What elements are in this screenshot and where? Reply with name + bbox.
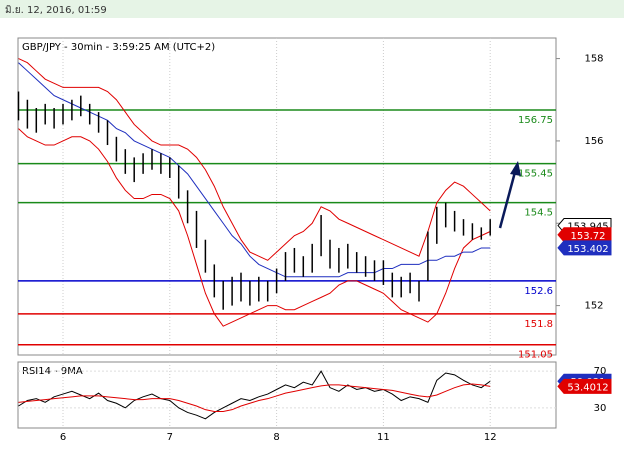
y-tick-label: 156	[584, 136, 603, 147]
header-bar	[0, 0, 624, 18]
moving-average	[18, 62, 491, 278]
value-tag	[557, 378, 612, 394]
lower-band	[18, 128, 491, 327]
price-panel	[17, 37, 557, 356]
rsi-title: RSI14 - 9MA	[22, 366, 83, 377]
arrow-head	[510, 161, 521, 176]
x-tick-label: 8	[273, 432, 279, 443]
rsi-line	[18, 370, 491, 420]
value-tag-label: 53.4012	[567, 382, 608, 393]
level-label: 156.75	[518, 115, 553, 126]
upper-band	[18, 58, 491, 261]
value-tag-label: 153.945	[567, 222, 608, 233]
rsi-panel	[17, 361, 557, 429]
arrow-shaft	[498, 171, 517, 229]
forecast-arrow	[498, 161, 521, 229]
level-label: 151.05	[518, 350, 553, 361]
value-tag	[557, 227, 612, 243]
x-tick-label: 11	[377, 432, 390, 443]
x-tick-label: 7	[167, 432, 173, 443]
rsi-tick-label: 70	[594, 366, 607, 377]
level-label: 154.5	[524, 208, 553, 219]
y-tick-label: 158	[584, 54, 603, 65]
y-tick-label: 152	[584, 301, 603, 312]
value-tag-label: 153.72	[571, 231, 606, 242]
x-tick-label: 6	[60, 432, 66, 443]
level-label: 152.6	[524, 286, 553, 297]
rsi-tick-label: 30	[594, 403, 607, 414]
value-tag-label: 153.402	[567, 244, 608, 255]
rsi-line	[18, 383, 491, 412]
value-tag	[557, 240, 612, 256]
chart-title: GBP/JPY - 30min - 3:59:25 AM (UTC+2)	[22, 42, 215, 53]
level-label: 151.8	[524, 319, 553, 330]
x-tick-label: 12	[484, 432, 497, 443]
level-label: 155.45	[518, 169, 553, 180]
header-date: มิ.ย. 12, 2016, 01:59	[5, 5, 107, 16]
